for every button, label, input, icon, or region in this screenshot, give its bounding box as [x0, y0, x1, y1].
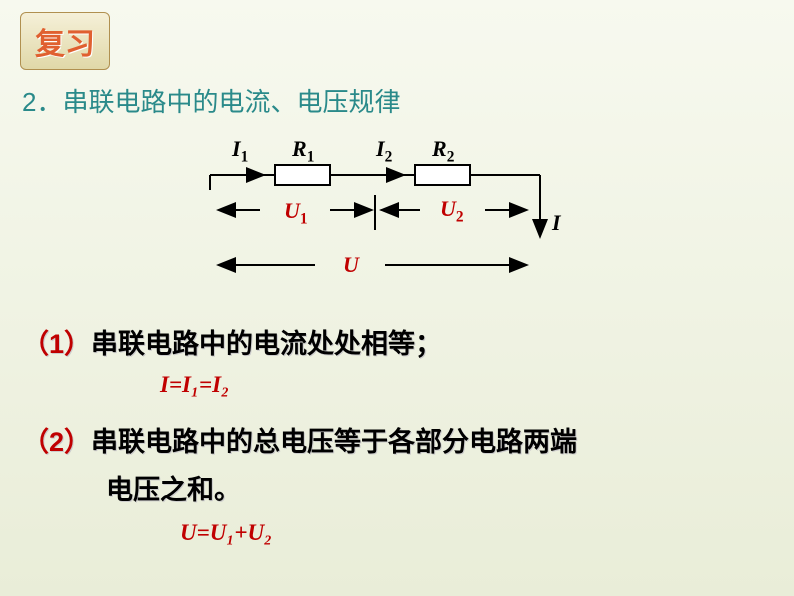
review-badge: 复习: [20, 12, 110, 70]
rule-1-num: （1）: [22, 329, 91, 359]
rule-2-text2: 电压之和。: [106, 475, 241, 505]
rule-1-text: 串联电路中的电流处处相等；: [91, 329, 442, 359]
rule-2-num: （2）: [22, 427, 91, 457]
label-U: U: [343, 252, 359, 278]
section-title-prefix: 2．: [22, 87, 62, 117]
circuit-diagram: I1 R1 I2 R2 I U1 U2 U: [200, 130, 580, 290]
formula-2: U=U₁+U₂: [180, 520, 272, 546]
rule-2-line2: 电压之和。: [106, 468, 241, 507]
label-I1: I1: [232, 136, 248, 166]
label-I: I: [552, 210, 561, 236]
rule-2-text1: 串联电路中的总电压等于各部分电路两端: [91, 427, 577, 457]
section-title-text: 串联电路中的电流、电压规律: [62, 87, 400, 117]
rule-1: （1）串联电路中的电流处处相等；: [22, 322, 442, 361]
review-badge-text: 复习: [35, 28, 95, 61]
label-R1: R1: [292, 136, 314, 166]
label-R2: R2: [432, 136, 454, 166]
label-U2: U2: [440, 196, 464, 226]
rule-2-line1: （2）串联电路中的总电压等于各部分电路两端: [22, 420, 577, 459]
label-I2: I2: [376, 136, 392, 166]
label-U1: U1: [284, 198, 308, 228]
formula-1: I=I₁=I₂: [160, 372, 229, 398]
section-title: 2．串联电路中的电流、电压规律: [22, 82, 400, 119]
